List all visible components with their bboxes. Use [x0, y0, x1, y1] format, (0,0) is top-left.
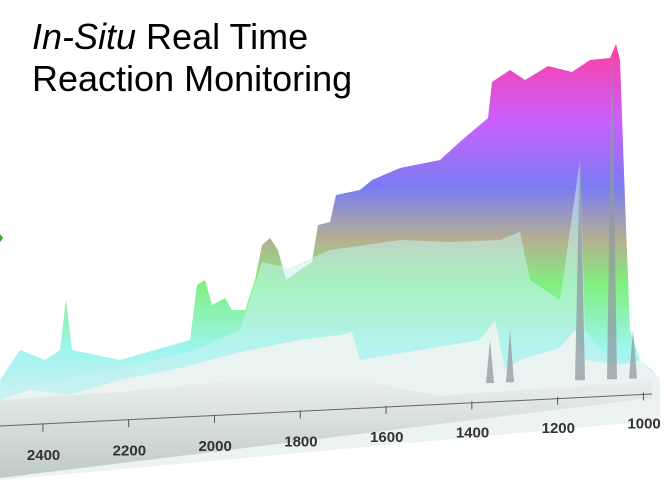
- spectrum-peak: [607, 45, 617, 380]
- x-tick-label: 2000: [198, 438, 231, 455]
- title-rest: Real Time: [136, 16, 309, 57]
- x-tick-label: 1600: [370, 429, 403, 446]
- chart-title: In-Situ Real Time Reaction Monitoring: [32, 16, 352, 100]
- spectrum-peak: [575, 150, 585, 381]
- x-tick-label: 2200: [113, 442, 146, 459]
- edge-marker: [0, 234, 3, 242]
- spectrum-surface: [0, 44, 660, 480]
- spectrum-peak: [506, 330, 514, 383]
- x-axis: 2400 2200 2000 1800 1600 1400 1200 1000: [0, 392, 661, 464]
- spectrum-peak: [486, 340, 494, 383]
- title-line-2: Reaction Monitoring: [32, 58, 353, 99]
- spectrum-peak: [629, 330, 637, 379]
- title-line-1: In-Situ Real Time: [32, 16, 352, 58]
- title-italic: In-Situ: [32, 16, 137, 57]
- x-tick-label: 1800: [284, 433, 317, 450]
- spectrum-floor: [0, 380, 652, 478]
- x-tick-label: 1000: [627, 415, 660, 432]
- x-tick-label: 2400: [27, 447, 60, 464]
- x-tick-label: 1200: [542, 420, 575, 437]
- x-tick-label: 1400: [456, 424, 489, 441]
- x-axis-line: [0, 393, 653, 427]
